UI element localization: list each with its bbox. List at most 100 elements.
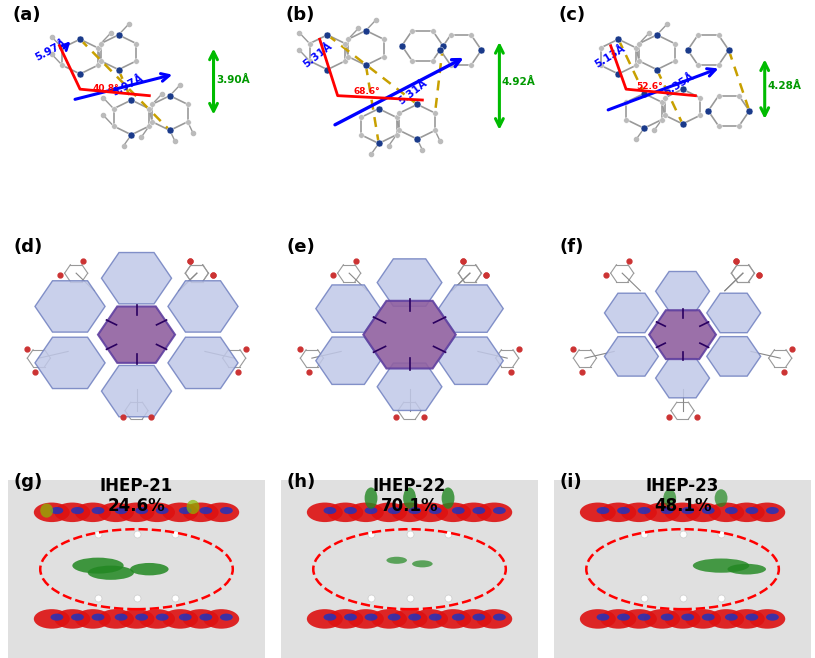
Ellipse shape [412,560,433,567]
Ellipse shape [130,563,169,575]
Ellipse shape [702,613,715,620]
Ellipse shape [33,609,70,628]
Ellipse shape [118,609,155,628]
Ellipse shape [435,503,471,522]
Ellipse shape [162,503,198,522]
Text: 68.6°: 68.6° [353,86,380,95]
Ellipse shape [702,507,715,514]
Ellipse shape [729,609,764,628]
Ellipse shape [98,609,134,628]
Ellipse shape [115,507,127,514]
Ellipse shape [725,507,738,514]
Ellipse shape [364,613,377,620]
Ellipse shape [456,503,491,522]
Ellipse shape [388,613,400,620]
Ellipse shape [580,503,616,522]
Ellipse shape [91,613,104,620]
Ellipse shape [73,557,124,574]
Text: IHEP-23: IHEP-23 [645,477,720,495]
Text: 5.35Å: 5.35Å [662,71,696,97]
Ellipse shape [637,613,650,620]
Text: (c): (c) [558,6,585,24]
Text: 5.13Å: 5.13Å [593,43,627,70]
Ellipse shape [403,488,416,509]
Ellipse shape [617,507,630,514]
Ellipse shape [476,609,512,628]
Ellipse shape [307,503,343,522]
Ellipse shape [156,613,169,620]
Text: 5.31Å: 5.31Å [397,78,430,107]
Ellipse shape [715,490,728,507]
Ellipse shape [412,609,448,628]
Text: 4.28Å: 4.28Å [767,81,801,91]
Ellipse shape [348,609,384,628]
Ellipse shape [139,609,175,628]
Ellipse shape [51,507,64,514]
Ellipse shape [324,613,337,620]
Ellipse shape [178,507,192,514]
Ellipse shape [51,613,64,620]
Ellipse shape [200,613,212,620]
Ellipse shape [681,613,694,620]
Ellipse shape [324,507,337,514]
Ellipse shape [601,503,637,522]
Text: 4.92Å: 4.92Å [502,77,535,87]
Text: 48.1%: 48.1% [654,497,711,515]
Ellipse shape [749,503,786,522]
Ellipse shape [33,503,70,522]
Ellipse shape [55,503,90,522]
Ellipse shape [391,609,428,628]
Text: 5.97Å: 5.97Å [111,73,146,97]
Text: (a): (a) [12,6,41,24]
Ellipse shape [435,609,471,628]
Ellipse shape [328,503,363,522]
Ellipse shape [456,609,491,628]
Text: (d): (d) [13,238,42,256]
Text: 24.6%: 24.6% [108,497,165,515]
Ellipse shape [328,609,363,628]
Ellipse shape [617,613,630,620]
Text: 5.97Å: 5.97Å [34,38,68,63]
Text: (i): (i) [559,474,582,492]
Ellipse shape [644,503,680,522]
Text: 52.6°: 52.6° [637,82,663,91]
Ellipse shape [681,507,694,514]
Ellipse shape [664,609,701,628]
Ellipse shape [661,613,673,620]
Ellipse shape [725,613,738,620]
Ellipse shape [473,613,485,620]
Ellipse shape [178,613,192,620]
Ellipse shape [685,609,721,628]
Ellipse shape [162,609,198,628]
Ellipse shape [156,507,169,514]
Ellipse shape [644,609,680,628]
Ellipse shape [601,609,637,628]
Ellipse shape [729,503,764,522]
Ellipse shape [115,613,127,620]
Ellipse shape [408,613,421,620]
Ellipse shape [476,503,512,522]
Ellipse shape [40,503,53,518]
Ellipse shape [429,613,442,620]
Text: 40.8°: 40.8° [93,84,120,93]
Ellipse shape [75,503,111,522]
Ellipse shape [685,503,721,522]
Ellipse shape [220,613,233,620]
Text: (b): (b) [285,6,315,24]
Text: IHEP-21: IHEP-21 [100,477,173,495]
Ellipse shape [55,609,90,628]
Ellipse shape [388,507,400,514]
Ellipse shape [749,609,786,628]
Text: IHEP-22: IHEP-22 [372,477,447,495]
Ellipse shape [664,503,701,522]
Text: (h): (h) [286,474,315,492]
Ellipse shape [637,507,650,514]
Ellipse shape [493,507,506,514]
Ellipse shape [71,507,84,514]
Ellipse shape [663,490,676,507]
Ellipse shape [493,613,506,620]
Ellipse shape [597,613,610,620]
Ellipse shape [693,559,749,572]
Ellipse shape [408,507,421,514]
Ellipse shape [766,507,779,514]
